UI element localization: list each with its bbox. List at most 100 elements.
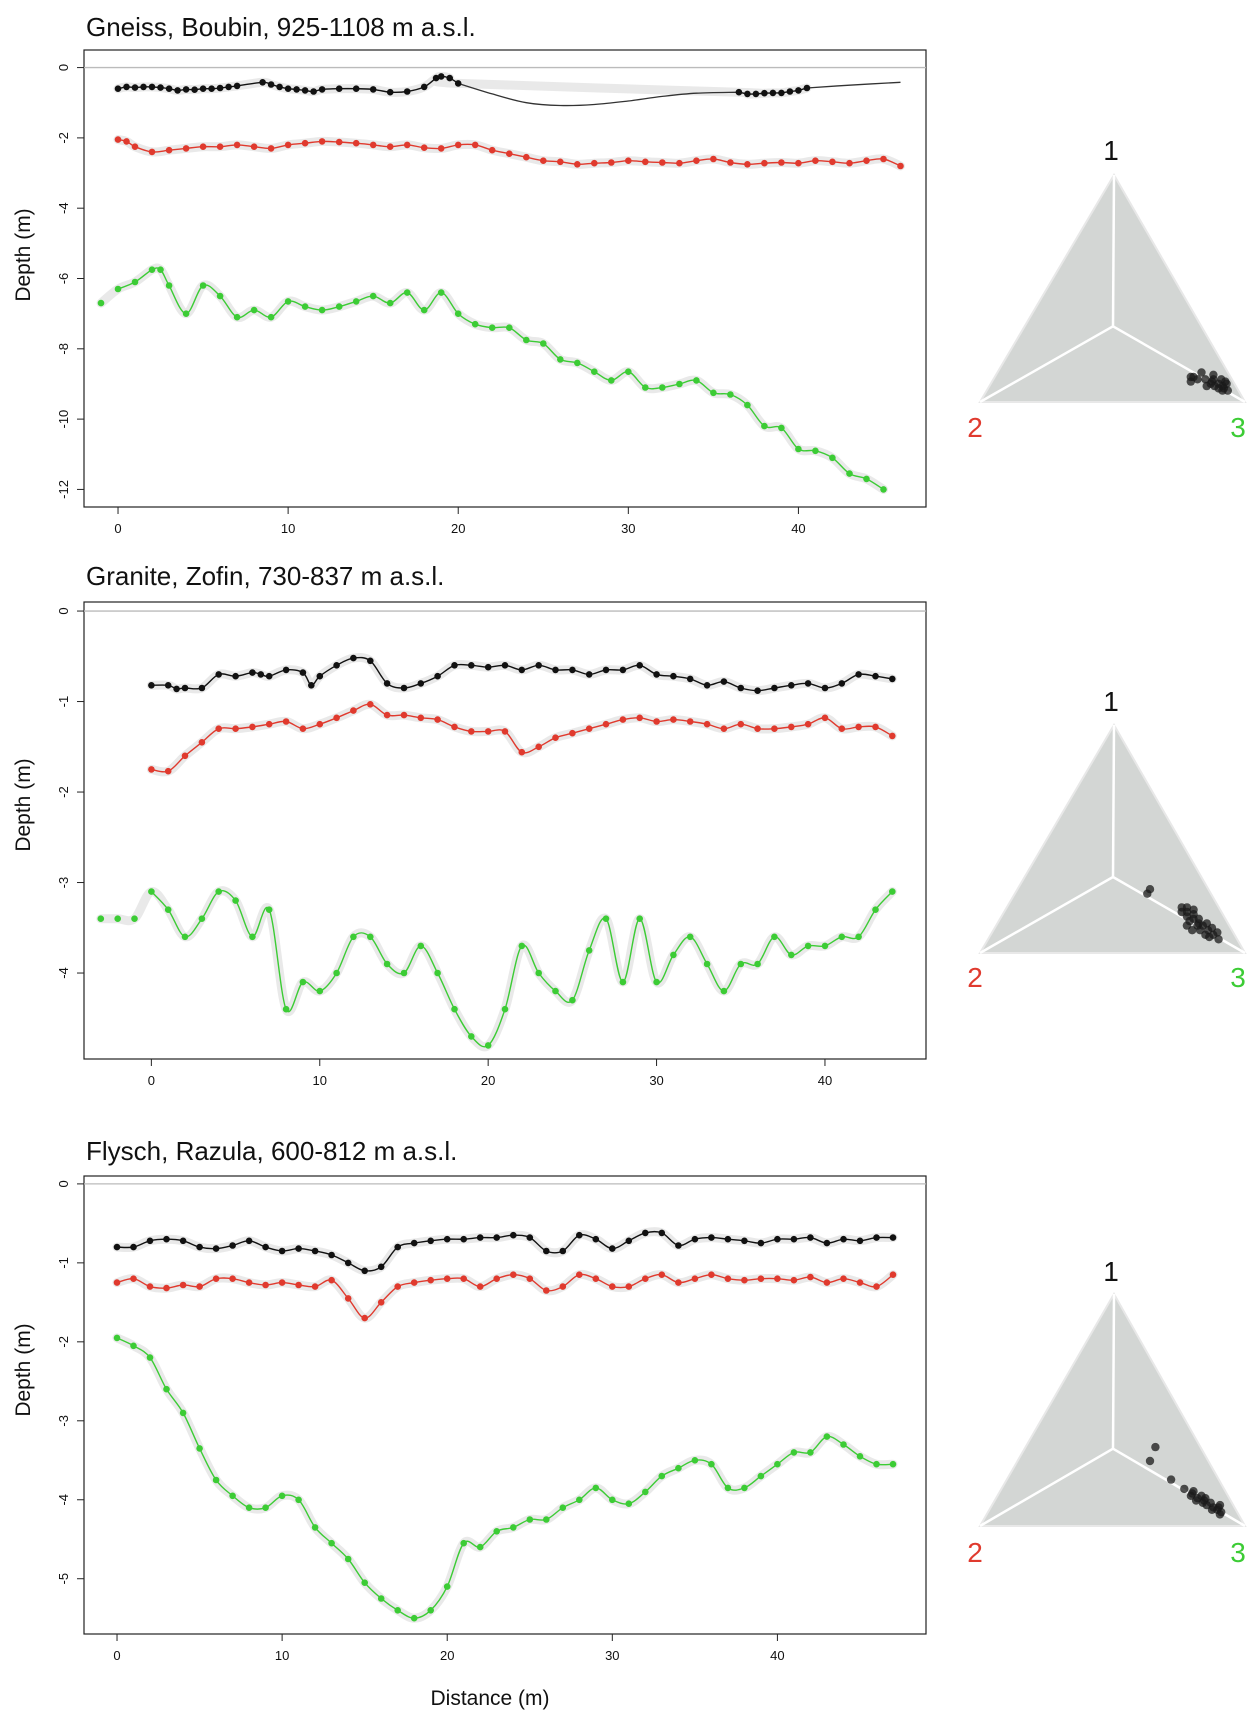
panel-granite: Granite, Zofin, 730-837 m a.s.l. Depth (… bbox=[12, 561, 927, 1088]
ternary-point bbox=[1145, 1456, 1155, 1466]
series-3-point bbox=[97, 915, 105, 922]
series-3-point bbox=[278, 1492, 286, 1500]
series-1-point bbox=[752, 90, 760, 98]
ternary-vertex-label-1: 1 bbox=[1103, 686, 1119, 717]
ternary-point bbox=[1215, 1500, 1225, 1510]
ternary-axis-line bbox=[979, 875, 1114, 955]
x-tick-label: 0 bbox=[148, 1073, 155, 1088]
series-2-point bbox=[856, 1279, 864, 1286]
series-1-point bbox=[165, 85, 173, 92]
series-2-point bbox=[754, 725, 761, 732]
series-2-point bbox=[543, 1287, 550, 1294]
series-2-point bbox=[724, 1275, 732, 1282]
series-3-point bbox=[569, 996, 576, 1004]
series-1-point bbox=[774, 1235, 781, 1243]
panel-gneiss: Gneiss, Boubin, 925-1108 m a.s.l. Depth … bbox=[12, 12, 927, 536]
series-1-point bbox=[552, 666, 559, 674]
series-1-point bbox=[838, 680, 846, 687]
series-1-point bbox=[720, 678, 728, 685]
series-2-point bbox=[576, 1271, 583, 1278]
ternary-point bbox=[1201, 930, 1210, 939]
series-1-point bbox=[518, 666, 526, 674]
series-3-point bbox=[352, 298, 360, 305]
series-1-point bbox=[771, 684, 778, 692]
series-2-point bbox=[198, 739, 206, 746]
series-2-point bbox=[367, 701, 374, 708]
series-1-point bbox=[181, 684, 189, 692]
series-2-point bbox=[676, 159, 683, 167]
series-2-point bbox=[788, 723, 795, 731]
series-2-point bbox=[250, 143, 258, 150]
series-3-point bbox=[165, 282, 173, 289]
series-1-point bbox=[245, 1237, 253, 1245]
series-3-point bbox=[265, 906, 273, 913]
series-2-point bbox=[148, 148, 156, 156]
series-2-point bbox=[501, 728, 509, 735]
series-3-point bbox=[282, 1005, 290, 1013]
series-3-point bbox=[328, 1539, 335, 1547]
series-3-point bbox=[821, 942, 829, 950]
series-1-point bbox=[735, 88, 743, 96]
series-3-point bbox=[846, 470, 853, 477]
ternary-point bbox=[1222, 379, 1231, 388]
series-3-point bbox=[130, 1342, 137, 1350]
series-2-point bbox=[113, 1279, 121, 1286]
series-3-point bbox=[114, 915, 121, 922]
y-tick-label: -2 bbox=[56, 786, 71, 798]
series-3-point bbox=[708, 1460, 715, 1468]
series-2-point bbox=[708, 1271, 715, 1278]
series-2-point bbox=[215, 725, 222, 732]
series-3-point bbox=[229, 1492, 236, 1500]
series-1-point bbox=[437, 73, 445, 80]
series-1-point bbox=[803, 84, 811, 92]
series-3-point bbox=[609, 1496, 616, 1504]
y-tick-label: -1 bbox=[56, 1257, 71, 1269]
series-1-point bbox=[212, 1245, 220, 1252]
series-2-point bbox=[693, 157, 700, 164]
series-3-point bbox=[693, 377, 700, 384]
y-tick-label: -4 bbox=[56, 1494, 71, 1506]
series-1-point bbox=[123, 83, 130, 91]
series-1-point bbox=[229, 1242, 236, 1249]
series-2-point bbox=[386, 143, 394, 150]
series-1-point bbox=[576, 1231, 583, 1239]
series-1-point bbox=[543, 1247, 550, 1255]
series-1-point bbox=[737, 684, 745, 692]
series-3-point bbox=[823, 1433, 831, 1440]
series-1-point bbox=[510, 1231, 517, 1239]
series-3-point bbox=[148, 888, 155, 895]
series-3-point bbox=[552, 987, 559, 995]
series-2-point bbox=[523, 153, 530, 161]
series-2-point bbox=[889, 732, 896, 740]
series-2-point bbox=[262, 1281, 269, 1289]
series-2-point bbox=[471, 141, 479, 149]
series-3-point bbox=[131, 278, 139, 286]
series-3-point bbox=[807, 1449, 814, 1456]
series-3-point bbox=[250, 306, 258, 314]
series-3-point bbox=[113, 1334, 121, 1342]
y-tick-label: -2 bbox=[56, 132, 71, 144]
series-3-point bbox=[443, 1583, 451, 1590]
series-1-point bbox=[293, 86, 300, 93]
series-1-point bbox=[468, 662, 475, 669]
ternary-point bbox=[1182, 921, 1192, 930]
series-2-point bbox=[148, 766, 155, 773]
series-1-point bbox=[840, 1235, 847, 1243]
ternary-point bbox=[1177, 903, 1186, 912]
x-axis-label: Distance (m) bbox=[430, 1687, 549, 1710]
plot-frame bbox=[83, 1175, 927, 1635]
series-1-point bbox=[501, 662, 509, 669]
series-3-point bbox=[535, 969, 542, 977]
series-1-point bbox=[708, 1234, 715, 1241]
ternary-point bbox=[1180, 1484, 1189, 1494]
series-3-point bbox=[710, 389, 717, 397]
series-2-point bbox=[114, 136, 122, 143]
series-1-point bbox=[208, 85, 215, 92]
series-2-point bbox=[526, 1275, 534, 1282]
series-1-point bbox=[259, 79, 266, 86]
series-2-point bbox=[510, 1271, 517, 1278]
series-1-point bbox=[889, 1234, 897, 1241]
series-3-point bbox=[829, 454, 836, 462]
series-2-point bbox=[369, 141, 377, 149]
series-2-point bbox=[179, 1281, 187, 1289]
